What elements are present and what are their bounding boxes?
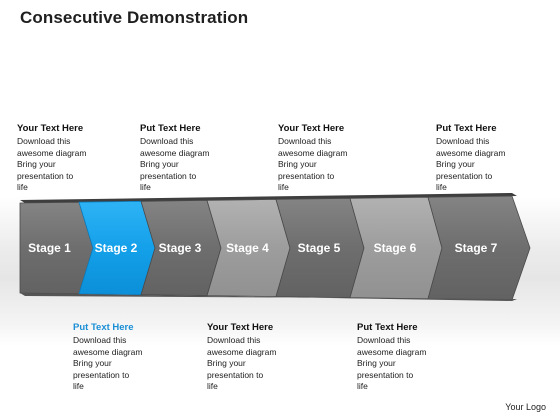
page-title: Consecutive Demonstration — [20, 8, 249, 27]
top-text-block-1: Your Text Here Download this awesome dia… — [17, 122, 97, 194]
stage-7-label: Stage 7 — [455, 241, 498, 255]
stage-segments: Stage 1 Stage 2 Stage 3 Stage 4 Stage 5 Stage… — [19, 195, 531, 301]
bottom-block-heading: Your Text Here — [207, 322, 274, 333]
stage-1-label: Stage 1 — [28, 241, 71, 255]
bottom-block-body: Download this awesome diagram Bring your… — [207, 335, 277, 392]
bottom-block-heading: Put Text Here — [73, 322, 134, 333]
top-block-body: Download this awesome diagram Bring your… — [17, 136, 87, 193]
top-block-heading: Your Text Here — [17, 123, 84, 134]
top-block-body: Download this awesome diagram Bring your… — [140, 136, 210, 193]
top-block-body: Download this awesome diagram Bring your… — [436, 136, 506, 193]
top-text-block-2: Put Text Here Download this awesome diag… — [140, 122, 220, 194]
stage-3-label: Stage 3 — [159, 241, 202, 255]
top-block-heading: Your Text Here — [278, 123, 345, 134]
stage-2-label: Stage 2 — [95, 241, 138, 255]
logo-text: Your Logo — [505, 402, 546, 412]
bottom-block-body: Download this awesome diagram Bring your… — [73, 335, 143, 392]
stage-6-label: Stage 6 — [374, 241, 417, 255]
stage-4-label: Stage 4 — [226, 241, 269, 255]
top-text-block-3: Your Text Here Download this awesome dia… — [278, 122, 358, 194]
slab-bottom-edge — [20, 293, 517, 301]
bottom-text-block-2: Your Text Here Download this awesome dia… — [207, 321, 287, 393]
bottom-block-heading: Put Text Here — [357, 322, 418, 333]
stage-5-label: Stage 5 — [298, 241, 341, 255]
top-block-heading: Put Text Here — [140, 123, 201, 134]
slab-top-edge — [20, 193, 517, 203]
top-block-body: Download this awesome diagram Bring your… — [278, 136, 348, 193]
top-text-block-4: Put Text Here Download this awesome diag… — [436, 122, 516, 194]
top-block-heading: Put Text Here — [436, 123, 497, 134]
bottom-text-block-3: Put Text Here Download this awesome diag… — [357, 321, 437, 393]
bottom-text-block-1: Put Text Here Download this awesome diag… — [73, 321, 153, 393]
bottom-block-body: Download this awesome diagram Bring your… — [357, 335, 427, 392]
